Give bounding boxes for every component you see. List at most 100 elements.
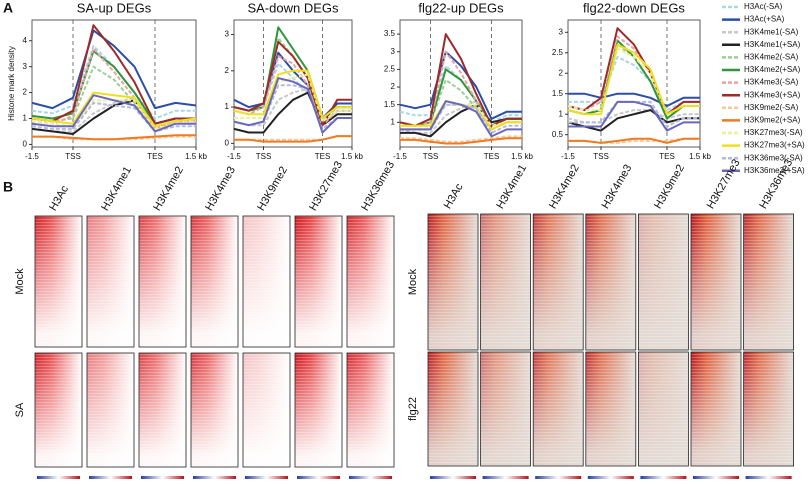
x-tick-label: -1.5 (393, 152, 407, 161)
heatmap-texture (585, 214, 636, 350)
series-line (31, 24, 196, 125)
heatmap-texture (347, 353, 394, 467)
heatmap-frame (743, 351, 794, 467)
heatmap-frame (138, 352, 187, 468)
heatmap-texture (743, 214, 794, 350)
heatmap-texture (638, 352, 689, 466)
legend-label: H3K4me2(+SA) (744, 65, 801, 74)
heatmap-texture (638, 214, 689, 350)
y-tick-label: 0 (225, 138, 230, 147)
series-line (31, 29, 197, 110)
column-label: H3K9me2 (652, 163, 687, 211)
heatmap-frame (585, 213, 637, 351)
series-line (399, 50, 522, 120)
y-tick-label: 4 (23, 36, 28, 45)
x-tick-label: 1.5 kb (689, 152, 711, 161)
heatmap-texture (139, 353, 186, 467)
heatmap-frame (86, 215, 135, 348)
heatmap-texture (243, 353, 290, 467)
colorbar (89, 476, 132, 479)
series-line (400, 103, 522, 138)
heatmap-frame (480, 351, 532, 467)
legend-label: H3K27me3(+SA) (744, 141, 805, 150)
y-tick-label: 1.5 (552, 89, 564, 98)
y-tick-label: 2.5 (384, 64, 396, 73)
heatmap-frame (585, 351, 637, 467)
column-label: H3Ac (47, 183, 71, 213)
heatmap-frame (34, 215, 83, 348)
series-line (32, 134, 196, 141)
y-tick-label: 0 (23, 140, 28, 149)
series-line (234, 135, 352, 143)
x-tick-label: -1.5 (227, 152, 241, 161)
heatmap-texture (480, 352, 531, 466)
heatmap-texture (87, 353, 134, 467)
legend-label: H3K4me1(+SA) (744, 40, 801, 49)
series-line (233, 40, 352, 127)
series-line (399, 100, 522, 134)
x-tick-label: TES (659, 152, 675, 161)
x-tick-label: TSS (65, 152, 81, 161)
series-line (400, 135, 522, 143)
heatmap-frame (190, 215, 239, 348)
heatmap-frame (743, 213, 794, 351)
column-label: H3K36me3 (359, 159, 397, 213)
column-label: H3K27me3 (705, 157, 743, 211)
column-label: H3K4me2 (151, 165, 186, 213)
series-line (568, 55, 700, 112)
heatmap-frame (190, 352, 239, 468)
chart-title: SA-up DEGs (77, 0, 152, 15)
series-line (568, 137, 700, 144)
y-tick-label: 2.5 (552, 48, 564, 57)
x-tick-label: TSS (423, 152, 439, 161)
legend-label: H3K4me1(-SA) (744, 27, 799, 36)
heatmap-frame (346, 215, 395, 348)
heatmap-texture (691, 352, 741, 466)
y-tick-label: 3.5 (384, 29, 396, 38)
series-line (400, 137, 522, 145)
series-line (568, 100, 700, 132)
colorbar (349, 476, 392, 479)
colorbar (297, 476, 340, 479)
plot-frame (399, 19, 523, 148)
heatmap-frame (427, 351, 479, 467)
y-tick-label: 3 (225, 30, 230, 39)
series-line (234, 73, 352, 123)
heatmap-frame (294, 215, 343, 348)
heatmap-texture (480, 214, 531, 350)
heatmap-texture (139, 216, 186, 347)
series-line (233, 77, 352, 134)
heatmap-texture (295, 353, 342, 467)
plot-frame (31, 19, 197, 148)
series-line (31, 44, 196, 120)
legend-label: H3K4me3(+SA) (744, 90, 801, 99)
x-tick-label: -1.5 (25, 152, 39, 161)
legend-label: H3K36me3(-SA) (744, 153, 803, 162)
y-tick-label: 3 (391, 47, 396, 56)
heatmap-frame (138, 215, 187, 348)
heatmap-frame (690, 351, 742, 467)
row-label: flg22 (407, 397, 419, 421)
row-label: Mock (407, 268, 419, 295)
chart-title: flg22-down DEGs (583, 0, 685, 15)
heatmap-texture (533, 214, 584, 350)
heatmap-texture (691, 214, 741, 350)
column-label: H3K4me3 (600, 163, 635, 211)
y-tick-label: 0.5 (552, 130, 564, 139)
y-axis-label: Histone mark density (7, 46, 16, 121)
heatmap-frame (638, 213, 689, 351)
y-tick-label: 3 (23, 62, 28, 71)
x-tick-label: 1.5 kb (511, 152, 533, 161)
colorbar (245, 476, 288, 479)
heatmap-texture (35, 353, 82, 467)
y-tick-label: 3 (559, 27, 564, 36)
x-tick-label: TSS (256, 152, 272, 161)
x-tick-label: TES (484, 152, 500, 161)
heatmap-texture (191, 216, 238, 347)
colorbar (37, 476, 80, 479)
heatmap-texture (87, 216, 134, 347)
heatmap-frame (34, 352, 83, 468)
colorbar (430, 476, 476, 479)
heatmap-frame (86, 352, 135, 468)
x-tick-label: 1.5 kb (341, 152, 363, 161)
